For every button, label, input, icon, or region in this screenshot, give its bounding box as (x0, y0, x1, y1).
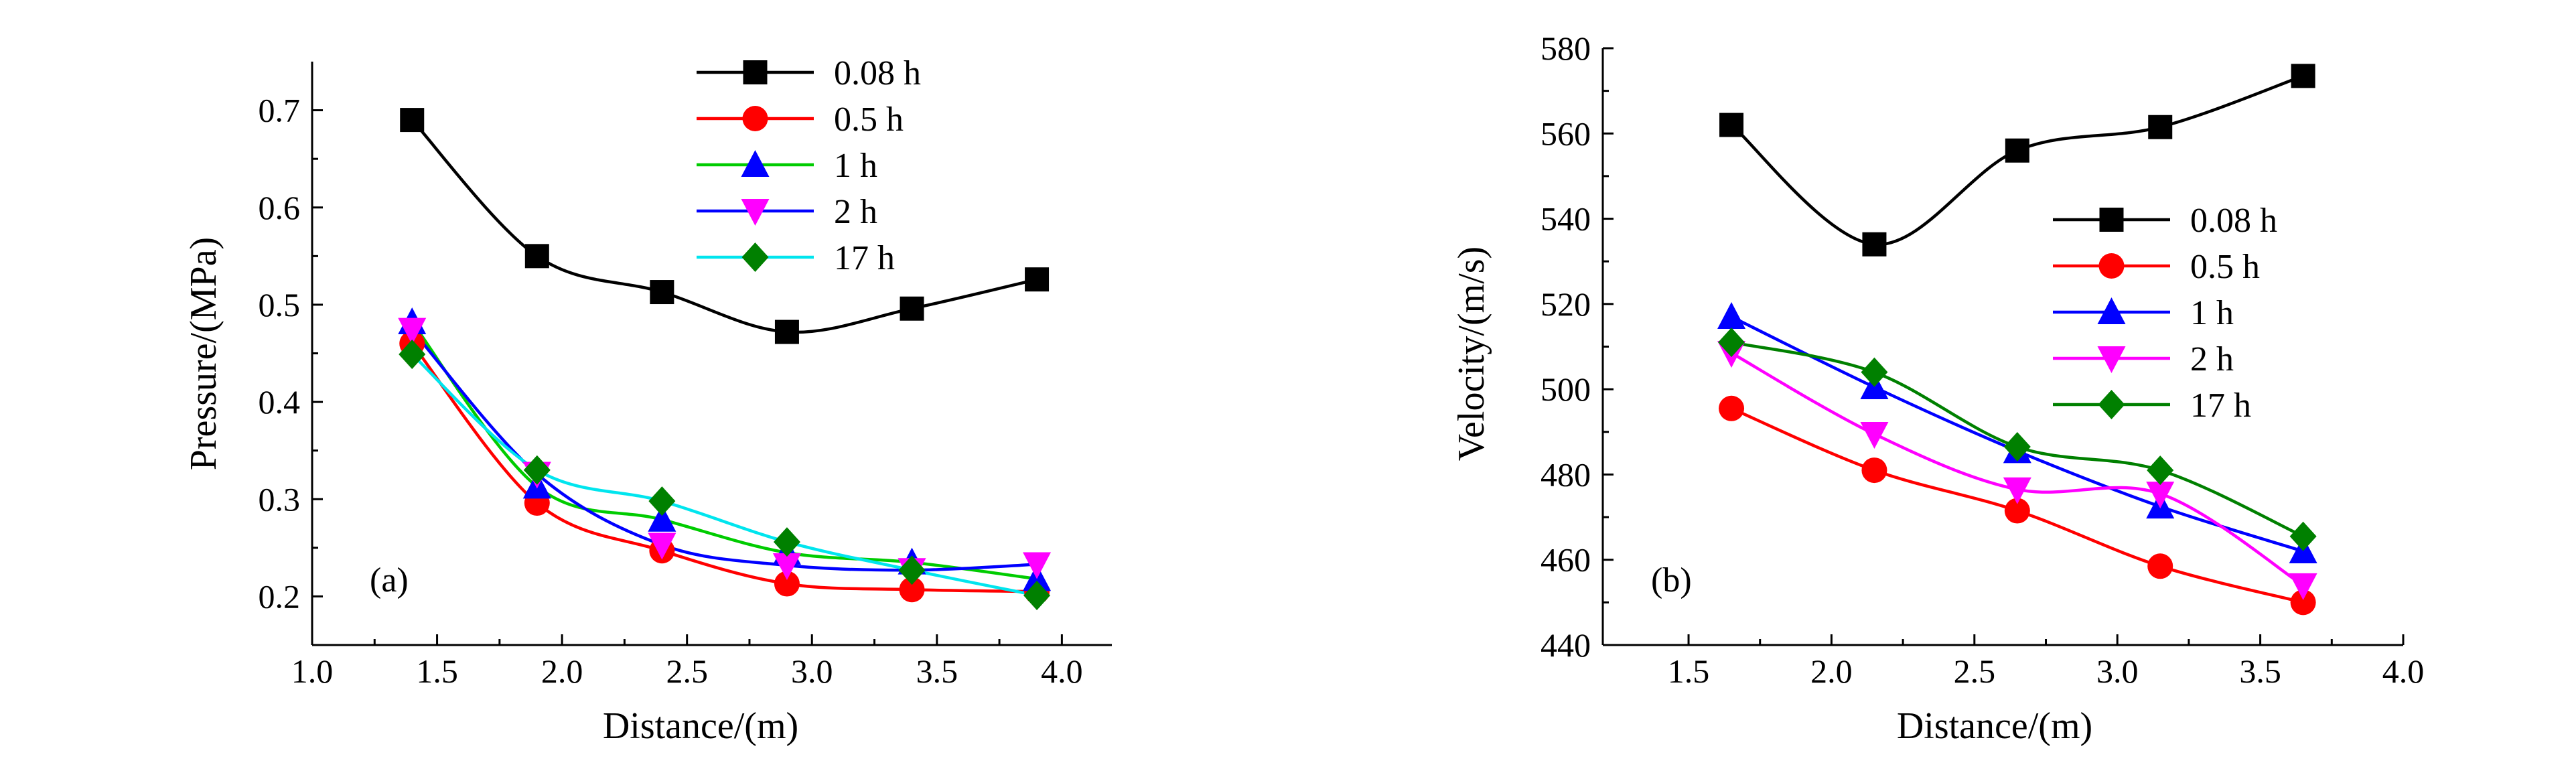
data-point-b-4 (1861, 357, 1888, 387)
data-point-b-0 (1719, 113, 1744, 137)
y-tick-label-a: 0.4 (259, 383, 301, 421)
data-point-b-3 (2003, 477, 2031, 504)
data-point-a-4 (523, 455, 551, 485)
legend-label-b-4: 17 h (2190, 386, 2251, 425)
data-point-b-0 (1862, 232, 1887, 257)
y-tick-label-a: 0.3 (259, 480, 301, 518)
y-axis-label-a: Pressure/(MPa) (183, 237, 224, 470)
data-point-b-4 (1718, 328, 1745, 358)
legend-marker-b-1 (2098, 253, 2125, 279)
data-point-a-3 (772, 553, 801, 580)
data-point-b-1 (1719, 395, 1745, 421)
x-tick-label-a: 1.0 (291, 652, 334, 690)
data-point-a-4 (399, 339, 426, 369)
legend-marker-a-4 (741, 242, 769, 272)
x-axis-label-b: Distance/(m) (1897, 705, 2092, 747)
chart-panel-velocity: 1.5 2.0 2.5 3.0 3.5 4.0 440 460 480 500 520 540 560 5… (1451, 29, 2424, 747)
legend-label-a-1: 0.5 h (834, 100, 904, 139)
panel-label-a: (a) (370, 561, 409, 599)
chart-panel-pressure: 1.0 1.5 2.0 2.5 3.0 3.5 4.00.20.30.40.50.60.7 … (183, 54, 1112, 747)
data-point-a-0 (400, 108, 425, 133)
x-tick-label-b: 3.0 (2096, 652, 2139, 690)
legend-marker-a-1 (742, 106, 768, 131)
data-point-a-4 (773, 527, 800, 557)
y-tick-label-a: 0.2 (259, 577, 301, 615)
x-tick-label-a: 1.5 (416, 652, 458, 690)
x-tick-label-b: 2.5 (1954, 652, 1996, 690)
data-point-a-0 (774, 319, 799, 344)
x-tick-label-a: 2.5 (666, 652, 708, 690)
x-tick-label-b: 2.0 (1810, 652, 1853, 690)
x-tick-label-a: 3.0 (791, 652, 833, 690)
data-point-a-0 (900, 296, 924, 321)
y-tick-label-a: 0.5 (259, 286, 301, 324)
data-point-b-4 (2147, 455, 2174, 486)
y-tick-label-b: 560 (1541, 115, 1591, 152)
y-tick-label-a: 0.6 (259, 189, 301, 226)
data-point-a-2 (648, 504, 676, 532)
data-point-b-1 (2004, 498, 2030, 524)
data-point-b-4 (2003, 432, 2031, 462)
legend-label-b-0: 0.08 h (2190, 202, 2277, 240)
x-tick-label-b: 1.5 (1668, 652, 1710, 690)
data-point-b-4 (2289, 521, 2317, 551)
data-point-b-1 (2147, 553, 2173, 579)
y-axis-label-b: Velocity/(m/s) (1451, 246, 1492, 461)
data-point-b-1 (2290, 589, 2316, 616)
y-tick-label-b: 540 (1541, 200, 1591, 238)
y-tick-label-b: 440 (1541, 626, 1591, 664)
legend-label-b-2: 1 h (2190, 294, 2234, 332)
y-tick-label-b: 460 (1541, 541, 1591, 579)
data-point-a-3 (398, 317, 427, 345)
panel-label-b: (b) (1651, 561, 1692, 599)
data-point-b-2 (1717, 301, 1746, 329)
y-tick-label-b: 580 (1541, 29, 1591, 67)
data-point-a-0 (650, 280, 674, 305)
data-point-a-0 (1025, 267, 1050, 292)
data-point-b-0 (2005, 138, 2029, 163)
data-point-b-0 (2291, 64, 2315, 88)
data-point-a-4 (898, 555, 926, 585)
legend-marker-b-2 (2097, 297, 2126, 324)
legend-label-b-1: 0.5 h (2190, 248, 2260, 286)
legend-marker-a-2 (741, 150, 770, 177)
legend-label-a-0: 0.08 h (834, 54, 921, 92)
x-tick-label-b: 3.5 (2239, 652, 2281, 690)
legend-marker-b-0 (2099, 208, 2124, 232)
data-point-a-3 (1023, 552, 1052, 579)
legend-label-a-2: 1 h (834, 147, 877, 185)
data-point-a-0 (524, 244, 549, 269)
legend-label-a-4: 17 h (834, 239, 895, 277)
x-axis-label-a: Distance/(m) (603, 705, 798, 747)
x-tick-label-a: 3.5 (916, 652, 958, 690)
legend-marker-a-3 (741, 199, 770, 226)
x-tick-label-b: 4.0 (2382, 652, 2425, 690)
data-point-a-4 (1023, 580, 1051, 610)
x-tick-label-a: 4.0 (1041, 652, 1083, 690)
y-tick-label-b: 480 (1541, 455, 1591, 493)
data-point-b-1 (1861, 457, 1887, 484)
data-point-b-3 (2146, 482, 2175, 509)
x-tick-label-a: 2.0 (541, 652, 583, 690)
y-tick-label-a: 0.7 (259, 92, 301, 129)
data-point-a-3 (648, 532, 676, 560)
data-point-b-3 (2289, 573, 2317, 600)
data-point-a-1 (774, 571, 800, 597)
y-tick-label-b: 500 (1541, 370, 1591, 408)
legend-marker-a-0 (743, 60, 768, 84)
legend-marker-b-3 (2097, 346, 2126, 373)
data-point-b-3 (1860, 421, 1889, 449)
legend-label-a-3: 2 h (834, 193, 877, 231)
data-point-a-4 (648, 486, 676, 516)
y-tick-label-b: 520 (1541, 285, 1591, 323)
data-point-a-1 (899, 577, 925, 603)
legend-marker-b-4 (2098, 390, 2125, 419)
data-point-b-0 (2148, 115, 2173, 139)
legend-label-b-3: 2 h (2190, 340, 2234, 378)
